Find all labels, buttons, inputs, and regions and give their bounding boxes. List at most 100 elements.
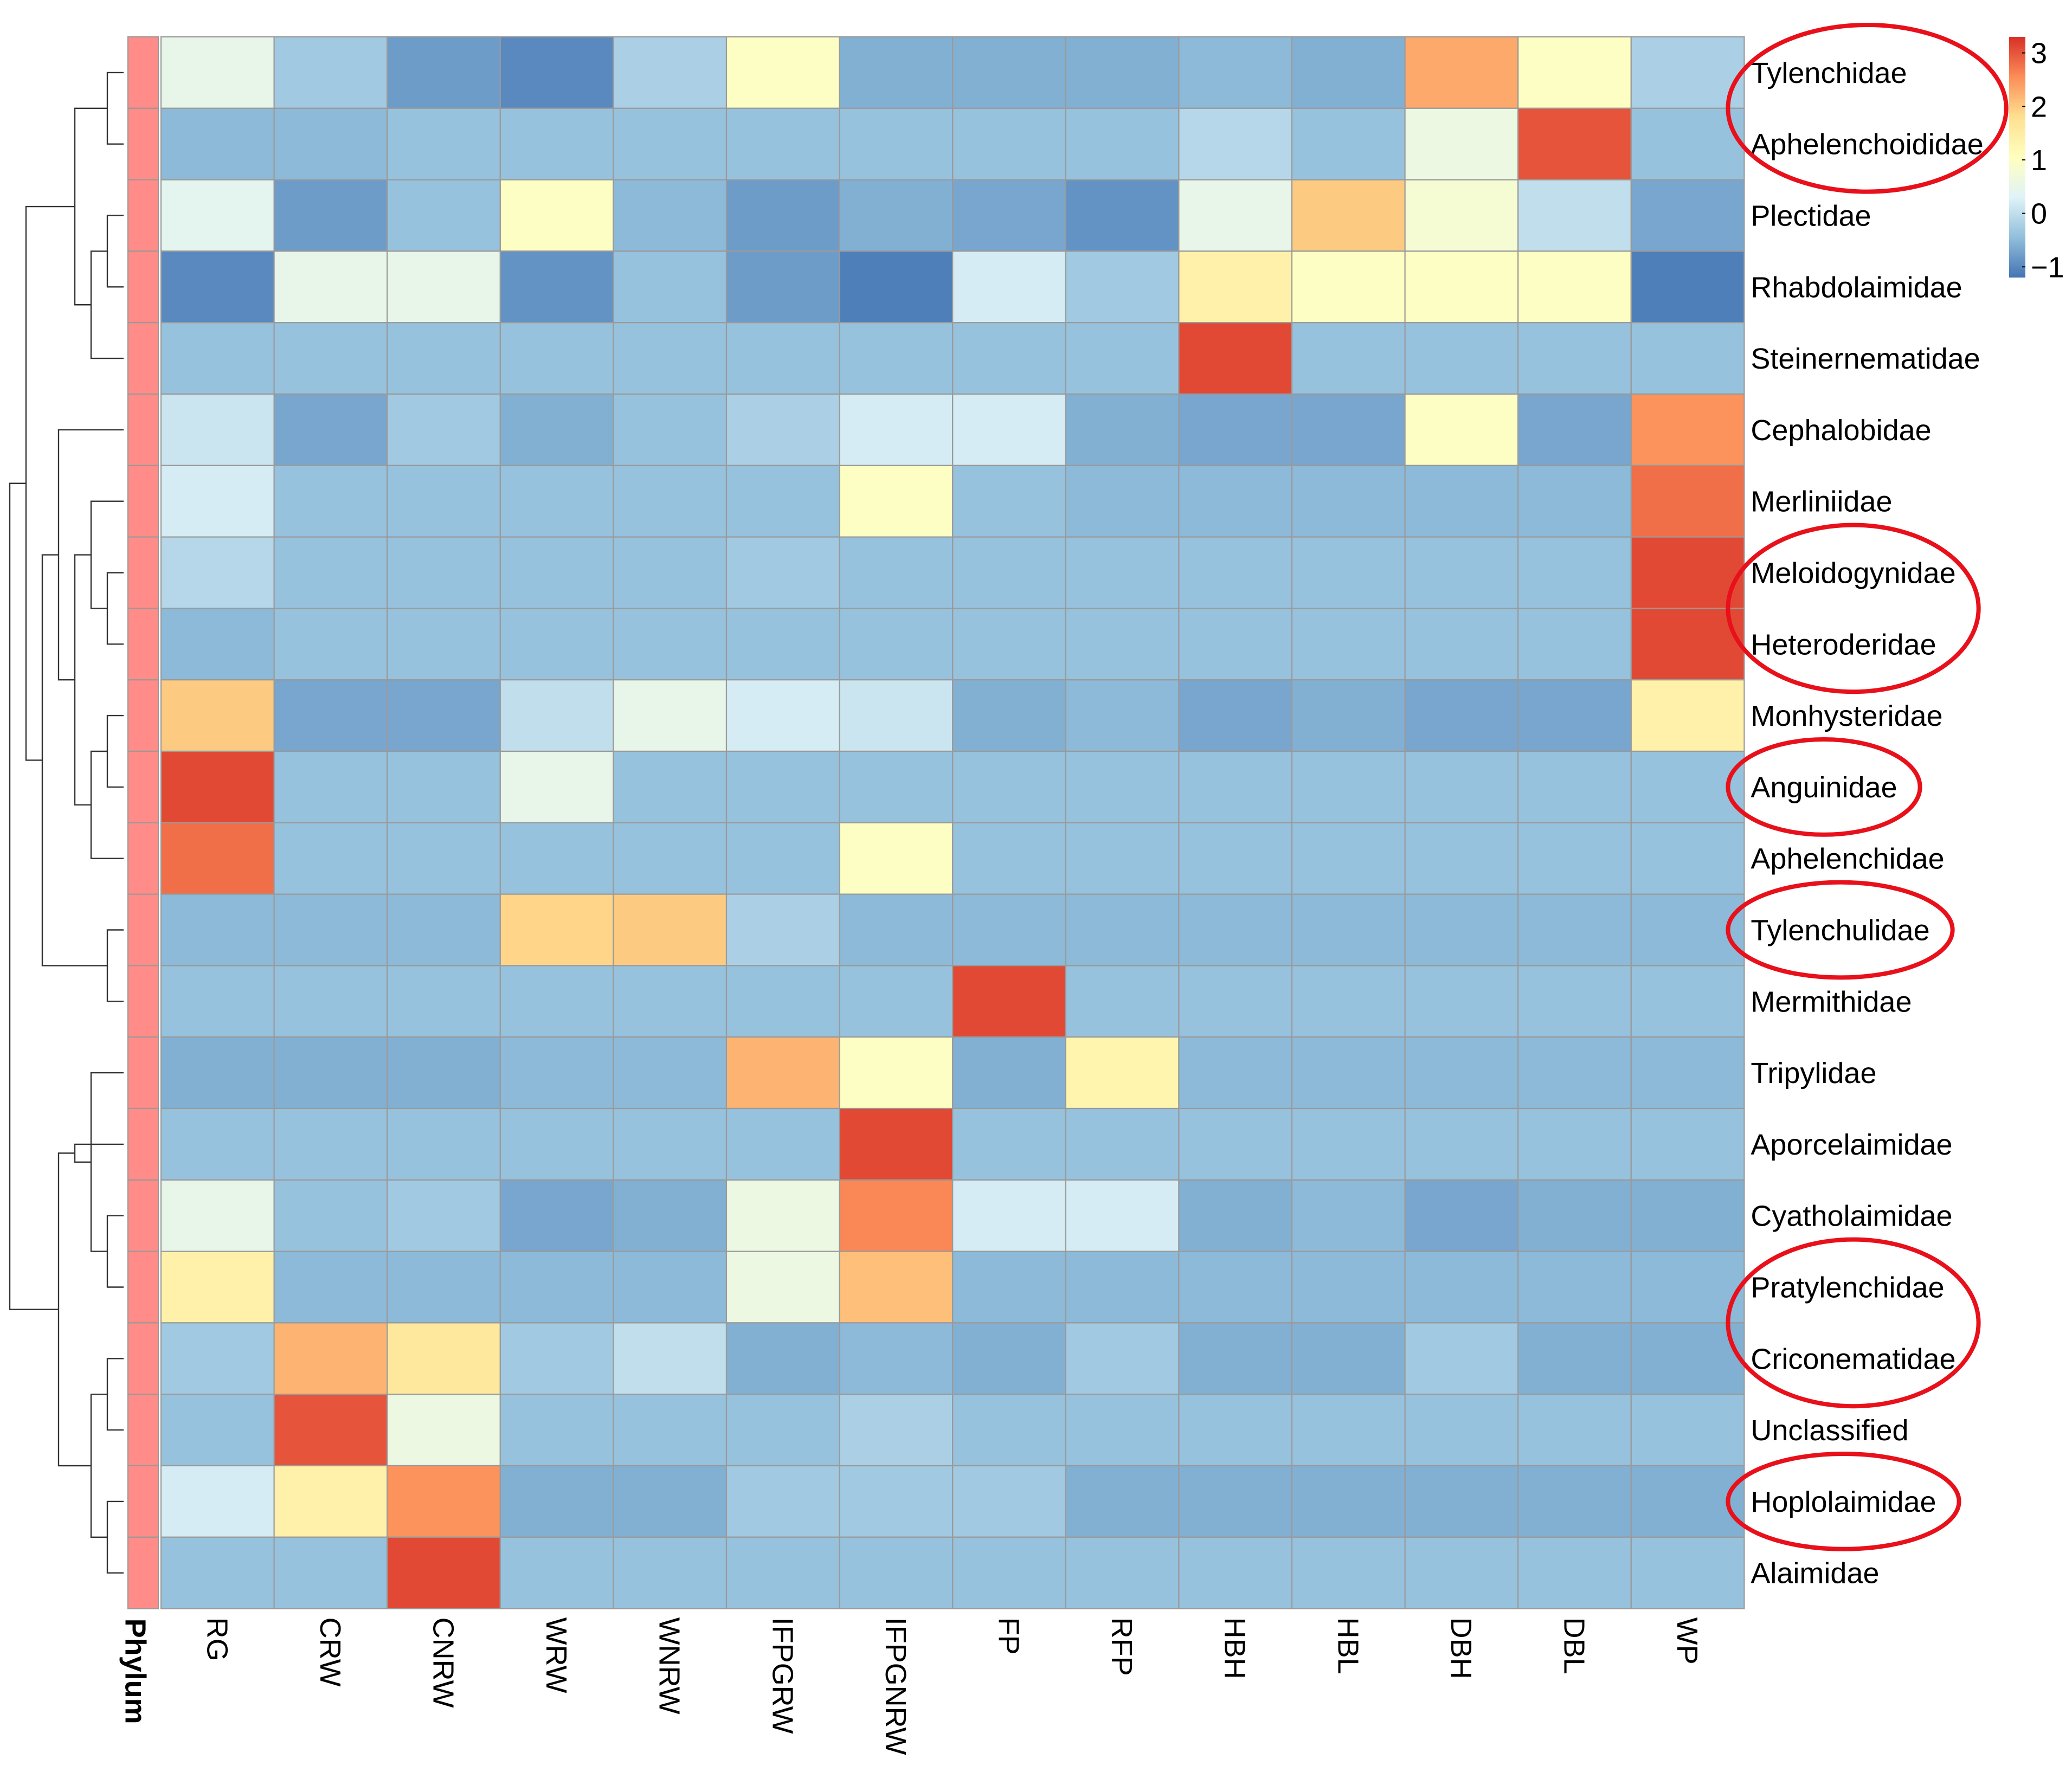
heatmap-cell-rhabdolaimidae-wp [1630, 250, 1745, 324]
heatmap-cell-aphelenchoididae-fp [952, 107, 1066, 181]
heatmap-cell-criconematidae-hbl [1291, 1322, 1406, 1395]
heatmap-cell-merliniidae-wnrw [613, 465, 728, 538]
heatmap-cell-tylenchidae-wnrw [613, 36, 728, 109]
heatmap-cell-cyatholaimidae-ifpgnrw [839, 1179, 954, 1252]
heatmap-cell-tripylidae-ifpgnrw [839, 1036, 954, 1110]
heatmap-cell-anguinidae-wnrw [613, 750, 728, 823]
heatmap-cell-unclassified-wp [1630, 1394, 1745, 1467]
heatmap-cell-tylenchidae-rg [160, 36, 275, 109]
column-label-wrw: WRW [540, 1618, 572, 1693]
heatmap-cell-monhysteridae-dbh [1404, 679, 1519, 752]
heatmap-cell-steinernematidae-rg [160, 322, 275, 395]
heatmap-cell-alaimidae-rfp [1065, 1536, 1180, 1609]
heatmap-cell-unclassified-dbl [1517, 1394, 1632, 1467]
heatmap-cell-rhabdolaimidae-dbl [1517, 250, 1632, 324]
heatmap-cell-merliniidae-dbh [1404, 465, 1519, 538]
heatmap-cell-tripylidae-crw [273, 1036, 388, 1110]
heatmap-cell-unclassified-rg [160, 1394, 275, 1467]
heatmap-cell-tripylidae-dbh [1404, 1036, 1519, 1110]
heatmap-cell-aphelenchidae-ifpgrw [725, 822, 840, 895]
heatmap-cell-cephalobidae-cnrw [387, 393, 501, 466]
heatmap-cell-hoplolaimidae-ifpgnrw [839, 1465, 954, 1538]
heatmap-cell-tylenchidae-hbl [1291, 36, 1406, 109]
heatmap-cell-tripylidae-cnrw [387, 1036, 501, 1110]
heatmap-cell-merliniidae-cnrw [387, 465, 501, 538]
legend-tick-label: 0 [2031, 198, 2047, 230]
heatmap-cell-mermithidae-ifpgrw [725, 965, 840, 1038]
column-label-ifpgrw: IFPGRW [766, 1618, 799, 1734]
heatmap-cell-tylenchidae-dbh [1404, 36, 1519, 109]
heatmap-cell-hoplolaimidae-dbh [1404, 1465, 1519, 1538]
heatmap-cell-hoplolaimidae-wrw [499, 1465, 614, 1538]
heatmap-cell-cyatholaimidae-hbh [1178, 1179, 1293, 1252]
heatmap-cell-pratylenchidae-hbl [1291, 1251, 1406, 1324]
heatmap-cell-meloidogynidae-wp [1630, 536, 1745, 609]
heatmap-cell-rhabdolaimidae-hbl [1291, 250, 1406, 324]
dendrogram-branch [106, 72, 124, 145]
heatmap-cell-anguinidae-rg [160, 750, 275, 823]
heatmap-cell-tylenchulidae-wrw [499, 893, 614, 966]
heatmap-cell-aphelenchoididae-hbl [1291, 107, 1406, 181]
heatmap-cell-monhysteridae-wrw [499, 679, 614, 752]
color-legend: 3 2 1 0 −1 [2009, 37, 2064, 283]
heatmap-cell-pratylenchidae-ifpgrw [725, 1251, 840, 1324]
heatmap-cell-plectidae-ifpgnrw [839, 179, 954, 252]
heatmap-cell-aphelenchidae-rg [160, 822, 275, 895]
heatmap-cell-mermithidae-rfp [1065, 965, 1180, 1038]
heatmap-cell-meloidogynidae-wrw [499, 536, 614, 609]
dendrogram-branch [106, 714, 124, 788]
phylum-cell [127, 822, 159, 895]
heatmap-cell-aphelenchidae-cnrw [387, 822, 501, 895]
heatmap-cell-meloidogynidae-rfp [1065, 536, 1180, 609]
heatmap-cell-hoplolaimidae-crw [273, 1465, 388, 1538]
heatmap-cell-steinernematidae-crw [273, 322, 388, 395]
row-label-merliniidae: Merliniidae [1751, 486, 1892, 518]
heatmap-cell-mermithidae-hbh [1178, 965, 1293, 1038]
heatmap-cell-cyatholaimidae-wp [1630, 1179, 1745, 1252]
heatmap-cell-steinernematidae-wp [1630, 322, 1745, 395]
heatmap-cell-cephalobidae-wrw [499, 393, 614, 466]
heatmap-cell-meloidogynidae-ifpgnrw [839, 536, 954, 609]
phylum-cell [127, 608, 159, 681]
heatmap-cell-aphelenchidae-fp [952, 822, 1066, 895]
highlight-ellipse-hoplolaimidae [1726, 1452, 1961, 1551]
heatmap-cell-steinernematidae-wnrw [613, 322, 728, 395]
heatmap-cell-aphelenchidae-hbh [1178, 822, 1293, 895]
phylum-label: Phylum [119, 1619, 152, 1724]
heatmap-cell-alaimidae-cnrw [387, 1536, 501, 1609]
phylum-cell [127, 36, 159, 109]
heatmap-cell-alaimidae-fp [952, 1536, 1066, 1609]
heatmap-cell-tylenchidae-ifpgrw [725, 36, 840, 109]
heatmap-cell-merliniidae-fp [952, 465, 1066, 538]
heatmap-cell-heteroderidae-rg [160, 608, 275, 681]
heatmap-cell-meloidogynidae-cnrw [387, 536, 501, 609]
heatmap-cell-tylenchidae-wrw [499, 36, 614, 109]
heatmap-cell-aporcelaimidae-rfp [1065, 1107, 1180, 1181]
heatmap-cell-alaimidae-wp [1630, 1536, 1745, 1609]
heatmap-cell-cyatholaimidae-fp [952, 1179, 1066, 1252]
heatmap-cell-alaimidae-crw [273, 1536, 388, 1609]
heatmap-cell-hoplolaimidae-ifpgrw [725, 1465, 840, 1538]
phylum-cell [127, 750, 159, 823]
column-label-fp: FP [993, 1618, 1025, 1655]
heatmap-cell-alaimidae-dbl [1517, 1536, 1632, 1609]
heatmap-cell-meloidogynidae-dbl [1517, 536, 1632, 609]
heatmap-cell-hoplolaimidae-cnrw [387, 1465, 501, 1538]
row-label-criconematidae: Criconematidae [1751, 1343, 1955, 1375]
heatmap-cell-pratylenchidae-cnrw [387, 1251, 501, 1324]
row-label-tripylidae: Tripylidae [1751, 1057, 1876, 1090]
highlight-ellipse-pratylenchidae-criconematidae [1726, 1237, 1981, 1409]
heatmap-cell-anguinidae-ifpgrw [725, 750, 840, 823]
heatmap-cell-criconematidae-dbh [1404, 1322, 1519, 1395]
heatmap-cell-tylenchidae-rfp [1065, 36, 1180, 109]
heatmap-cell-cyatholaimidae-wnrw [613, 1179, 728, 1252]
dendrogram-branch [106, 215, 124, 288]
heatmap-cell-merliniidae-rg [160, 465, 275, 538]
row-label-meloidogynidae: Meloidogynidae [1751, 557, 1955, 590]
heatmap-cell-meloidogynidae-ifpgrw [725, 536, 840, 609]
heatmap-cell-heteroderidae-fp [952, 608, 1066, 681]
column-label-dbh: DBH [1445, 1618, 1477, 1679]
heatmap-cell-tylenchulidae-crw [273, 893, 388, 966]
heatmap-cell-criconematidae-hbh [1178, 1322, 1293, 1395]
heatmap-cell-tylenchulidae-hbl [1291, 893, 1406, 966]
